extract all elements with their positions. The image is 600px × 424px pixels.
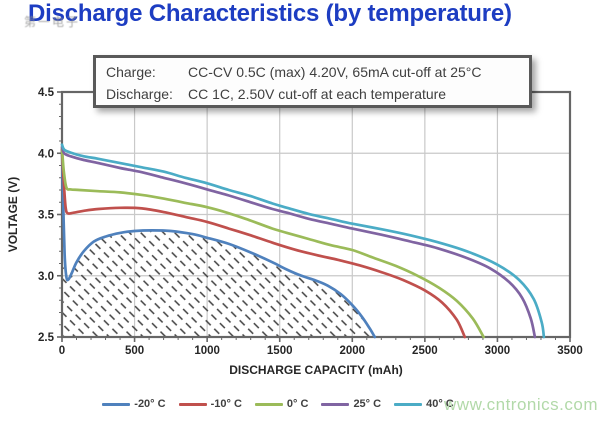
discharge-label: Discharge: bbox=[106, 86, 173, 102]
legend: -20° C -10° C 0° C 25° C 40° C bbox=[0, 398, 578, 410]
legend-swatch bbox=[321, 402, 350, 406]
x-tick-label: 1500 bbox=[267, 345, 293, 357]
curve-25c bbox=[60, 145, 537, 339]
discharge-value: CC 1C, 2.50V cut-off at each temperature bbox=[188, 86, 447, 102]
hatched-region bbox=[62, 149, 375, 337]
axis-labels: 0 500 1000 1500 2000 2500 3000 3500 2.5 3.0 3.5 4.0… bbox=[6, 87, 583, 377]
y-tick-label: 4.5 bbox=[38, 87, 55, 99]
legend-item-25c: 25° C bbox=[321, 398, 381, 410]
charge-label: Charge: bbox=[106, 64, 156, 80]
gridlines bbox=[62, 92, 570, 337]
y-axis-title: VOLTAGE (V) bbox=[6, 177, 20, 253]
x-tick-label: 2500 bbox=[412, 345, 438, 357]
curve--20c bbox=[60, 148, 377, 339]
x-tick-label: 3000 bbox=[485, 345, 511, 357]
curve--10c bbox=[60, 148, 467, 339]
watermark-site-url: www.cntronics.com bbox=[444, 395, 598, 414]
legend-item-0c: 0° C bbox=[254, 398, 309, 410]
x-tick-label: 2000 bbox=[339, 345, 365, 357]
legend-label: 40° C bbox=[426, 398, 454, 410]
x-axis-title: DISCHARGE CAPACITY (mAh) bbox=[229, 363, 403, 377]
y-tick-label: 2.5 bbox=[38, 332, 55, 344]
axis-ticks bbox=[57, 91, 571, 342]
legend-label: -10° C bbox=[210, 398, 242, 410]
charge-conditions-box: Charge: CC-CV 0.5C (max) 4.20V, 65mA cut… bbox=[93, 55, 532, 108]
curve-0c bbox=[60, 146, 485, 339]
x-tick-label: 0 bbox=[59, 345, 65, 357]
curve-40c bbox=[60, 143, 546, 339]
legend-item-40c: 40° C bbox=[394, 398, 454, 410]
legend-label: -20° C bbox=[134, 398, 166, 410]
legend-swatch bbox=[178, 402, 207, 406]
legend-item--10c: -10° C bbox=[178, 398, 242, 410]
temperature-curves bbox=[60, 143, 546, 339]
y-tick-label: 3.0 bbox=[38, 271, 54, 283]
legend-label: 0° C bbox=[286, 398, 309, 410]
legend-label: 25° C bbox=[353, 398, 382, 410]
watermark-chinese-overlay: 第一电子 bbox=[24, 15, 81, 29]
x-tick-label: 1000 bbox=[194, 345, 220, 357]
legend-swatch bbox=[254, 402, 283, 406]
y-tick-label: 4.0 bbox=[38, 148, 54, 160]
x-tick-label: 500 bbox=[125, 345, 144, 357]
legend-swatch bbox=[394, 402, 423, 406]
legend-item--20c: -20° C bbox=[102, 398, 166, 410]
x-tick-label: 3500 bbox=[557, 345, 583, 357]
page-title: Discharge Characteristics (by temperatur… bbox=[28, 0, 512, 27]
hatch-area-under-minus20c bbox=[62, 149, 375, 337]
charge-value: CC-CV 0.5C (max) 4.20V, 65mA cut-off at … bbox=[188, 64, 482, 80]
y-tick-label: 3.5 bbox=[38, 210, 55, 222]
legend-swatch bbox=[102, 402, 131, 406]
